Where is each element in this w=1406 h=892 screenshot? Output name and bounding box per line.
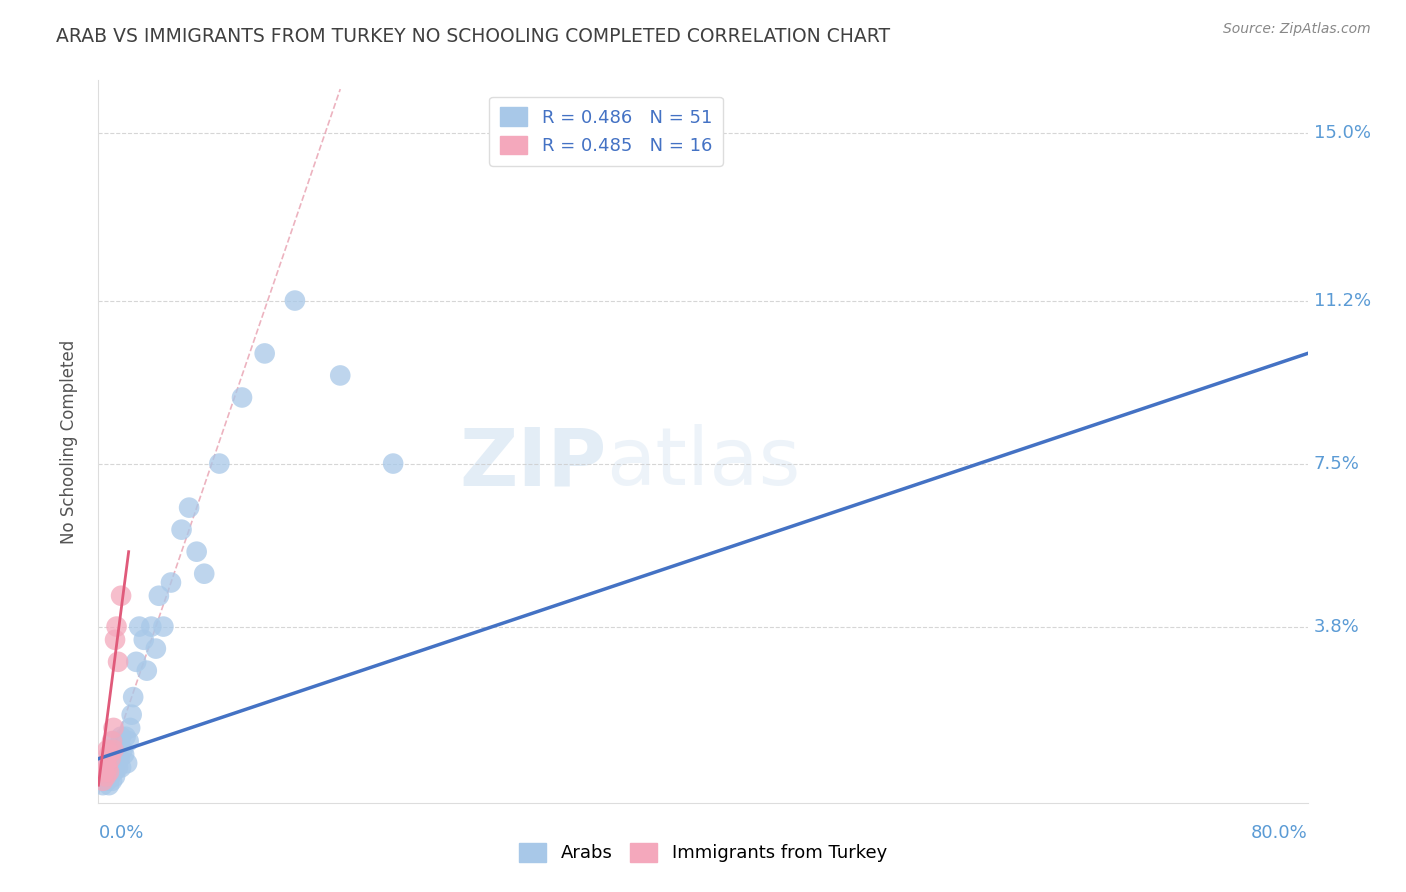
Point	[107, 739, 129, 753]
Point	[94, 769, 117, 783]
Point	[125, 655, 148, 669]
Point	[132, 632, 155, 647]
Y-axis label: No Schooling Completed: No Schooling Completed	[59, 340, 77, 543]
Point	[94, 756, 117, 771]
Point	[118, 734, 141, 748]
Point	[120, 721, 142, 735]
Point	[96, 760, 118, 774]
Point	[179, 500, 201, 515]
Point	[98, 764, 121, 779]
Point	[101, 734, 124, 748]
Point	[98, 764, 121, 779]
Point	[231, 391, 253, 405]
Point	[103, 764, 125, 779]
Point	[105, 619, 128, 633]
Legend: R = 0.486   N = 51, R = 0.485   N = 16: R = 0.486 N = 51, R = 0.485 N = 16	[489, 96, 723, 166]
Point	[91, 778, 114, 792]
Point	[101, 760, 124, 774]
Point	[145, 641, 167, 656]
Point	[98, 778, 121, 792]
Point	[93, 764, 115, 779]
Point	[115, 756, 138, 771]
Point	[110, 760, 132, 774]
Point	[100, 752, 122, 766]
Point	[103, 743, 125, 757]
Text: ZIP: ZIP	[458, 425, 606, 502]
Text: atlas: atlas	[606, 425, 800, 502]
Point	[382, 457, 405, 471]
Point	[91, 773, 114, 788]
Point	[108, 752, 131, 766]
Point	[141, 619, 163, 633]
Point	[329, 368, 352, 383]
Point	[103, 747, 125, 762]
Point	[105, 756, 128, 771]
Point	[98, 747, 121, 762]
Text: 80.0%: 80.0%	[1251, 824, 1308, 842]
Point	[104, 632, 127, 647]
Point	[110, 730, 132, 744]
Point	[94, 760, 117, 774]
Point	[114, 730, 136, 744]
Point	[170, 523, 193, 537]
Point	[100, 752, 122, 766]
Point	[253, 346, 276, 360]
Point	[112, 747, 135, 762]
Point	[148, 589, 170, 603]
Point	[96, 773, 118, 788]
Point	[103, 721, 125, 735]
Text: 7.5%: 7.5%	[1313, 455, 1360, 473]
Point	[121, 707, 143, 722]
Point	[193, 566, 215, 581]
Point	[105, 743, 128, 757]
Point	[103, 734, 125, 748]
Point	[104, 769, 127, 783]
Point	[101, 773, 124, 788]
Point	[152, 619, 174, 633]
Point	[160, 575, 183, 590]
Point	[186, 544, 208, 558]
Point	[94, 769, 117, 783]
Text: 0.0%: 0.0%	[98, 824, 143, 842]
Point	[93, 773, 115, 788]
Point	[107, 655, 129, 669]
Point	[100, 769, 122, 783]
Point	[110, 589, 132, 603]
Text: 3.8%: 3.8%	[1313, 617, 1360, 636]
Point	[111, 743, 134, 757]
Point	[208, 457, 231, 471]
Point	[107, 760, 129, 774]
Point	[284, 293, 307, 308]
Legend: Arabs, Immigrants from Turkey: Arabs, Immigrants from Turkey	[512, 836, 894, 870]
Text: 11.2%: 11.2%	[1313, 292, 1371, 310]
Text: ARAB VS IMMIGRANTS FROM TURKEY NO SCHOOLING COMPLETED CORRELATION CHART: ARAB VS IMMIGRANTS FROM TURKEY NO SCHOOL…	[56, 27, 890, 45]
Point	[128, 619, 150, 633]
Point	[122, 690, 145, 704]
Point	[135, 664, 157, 678]
Text: Source: ZipAtlas.com: Source: ZipAtlas.com	[1223, 22, 1371, 37]
Point	[104, 752, 127, 766]
Point	[96, 756, 118, 771]
Text: 15.0%: 15.0%	[1313, 124, 1371, 142]
Point	[96, 743, 118, 757]
